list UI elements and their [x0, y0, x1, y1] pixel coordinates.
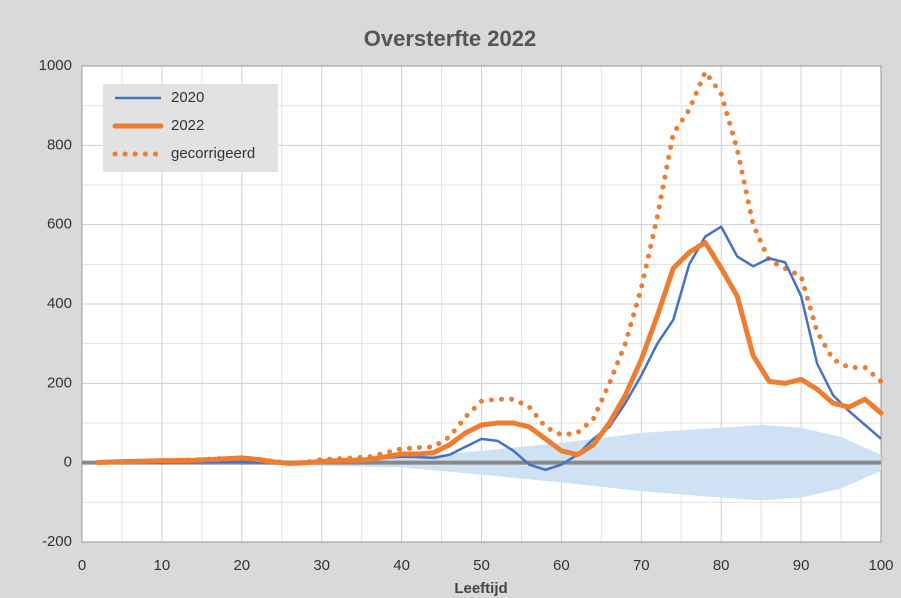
y-tick-label: 200 [47, 374, 72, 391]
chart-title: Oversterfte 2022 [364, 26, 536, 51]
x-tick-label: 20 [233, 557, 250, 574]
y-tick-label: 600 [47, 216, 72, 233]
x-tick-label: 100 [868, 557, 893, 574]
x-tick-label: 50 [473, 557, 490, 574]
x-tick-label: 10 [154, 557, 171, 574]
x-tick-label: 30 [313, 557, 330, 574]
x-tick-label: 40 [393, 557, 410, 574]
x-tick-label: 90 [793, 557, 810, 574]
y-tick-label: 0 [64, 454, 72, 471]
x-axis-label: Leeftijd [454, 580, 507, 597]
plot-border [81, 65, 882, 543]
series-line [97, 225, 882, 472]
y-tick-label: 400 [47, 295, 72, 312]
legend-label: 2020 [171, 89, 204, 106]
series-line [95, 240, 884, 466]
y-tick-label: 1000 [39, 57, 72, 74]
x-tick-label: 60 [553, 557, 570, 574]
x-tick-label: 0 [78, 557, 86, 574]
x-tick-label: 70 [633, 557, 650, 574]
x-tick-label: 80 [713, 557, 730, 574]
legend-label: 2022 [171, 117, 204, 134]
y-tick-label: -200 [42, 533, 72, 550]
legend-label: gecorrigeerd [171, 145, 255, 162]
y-tick-label: 800 [47, 136, 72, 153]
